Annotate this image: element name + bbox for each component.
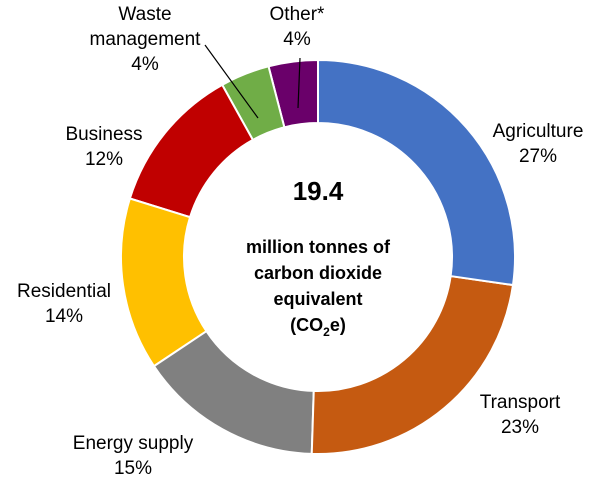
slice-label: Transport bbox=[480, 392, 561, 413]
slice-label: Waste management bbox=[90, 4, 202, 50]
slice-label: Agriculture bbox=[493, 121, 584, 142]
leader-line bbox=[204, 44, 259, 119]
center-formula: (CO2e) bbox=[290, 315, 346, 339]
leader-line bbox=[297, 57, 301, 109]
value-label: 4% bbox=[283, 29, 311, 50]
value-label: 14% bbox=[45, 306, 83, 327]
slice-label: Residential bbox=[17, 281, 111, 302]
value-label: 15% bbox=[114, 458, 152, 479]
slice bbox=[120, 197, 208, 368]
slice bbox=[128, 83, 255, 219]
center-line: carbon dioxide bbox=[254, 263, 382, 283]
center-value: 19.4 bbox=[293, 176, 344, 206]
value-label: 12% bbox=[85, 149, 123, 170]
value-label: 27% bbox=[519, 146, 557, 167]
slice bbox=[152, 329, 315, 455]
value-label: 4% bbox=[131, 54, 159, 75]
formula-part: e) bbox=[330, 315, 346, 335]
slice-label: Other* bbox=[270, 4, 326, 25]
slice-label: Energy supply bbox=[73, 433, 194, 454]
value-label: 23% bbox=[501, 417, 539, 438]
slice bbox=[317, 58, 516, 287]
slice bbox=[310, 274, 515, 455]
formula-subscript: 2 bbox=[323, 325, 330, 339]
slice bbox=[220, 65, 286, 142]
formula-part: (CO bbox=[290, 315, 323, 335]
center-line: equivalent bbox=[273, 289, 362, 309]
center-line: million tonnes of bbox=[246, 237, 391, 257]
slice-label: Business bbox=[65, 124, 142, 145]
